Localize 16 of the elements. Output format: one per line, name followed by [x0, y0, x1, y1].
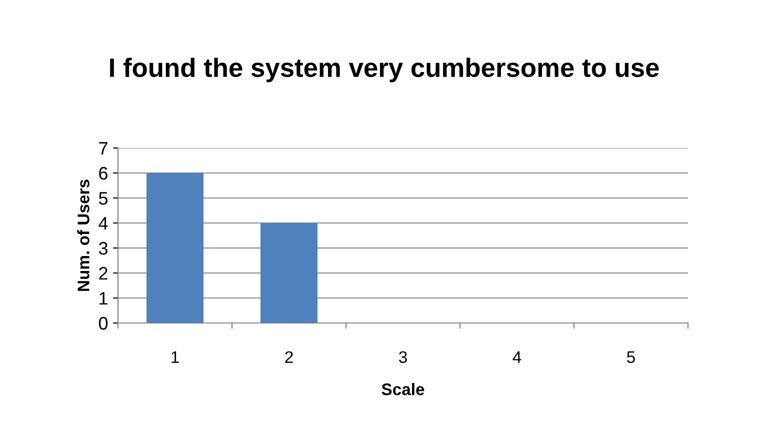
y-tick-label: 4 — [98, 217, 108, 230]
chart-title: I found the system very cumbersome to use — [110, 58, 659, 82]
y-tick-label: 2 — [99, 266, 108, 280]
y-tick-label: 6 — [99, 166, 108, 180]
y-tick-label: 3 — [98, 242, 108, 255]
x-tick-label: 4 — [512, 351, 522, 363]
x-tick-label: 3 — [399, 351, 407, 364]
x-tick-label: 2 — [285, 351, 293, 363]
y-tick-label: 5 — [98, 192, 108, 205]
y-tick-label: 7 — [99, 142, 108, 155]
x-tick-label: 5 — [627, 351, 635, 364]
x-tick-label: 1 — [172, 351, 179, 363]
y-tick-label: 0 — [98, 316, 108, 330]
y-axis-title: Num. of Users — [77, 180, 90, 291]
y-tick-label: 1 — [100, 292, 108, 305]
x-axis-title: Scale — [382, 382, 424, 396]
